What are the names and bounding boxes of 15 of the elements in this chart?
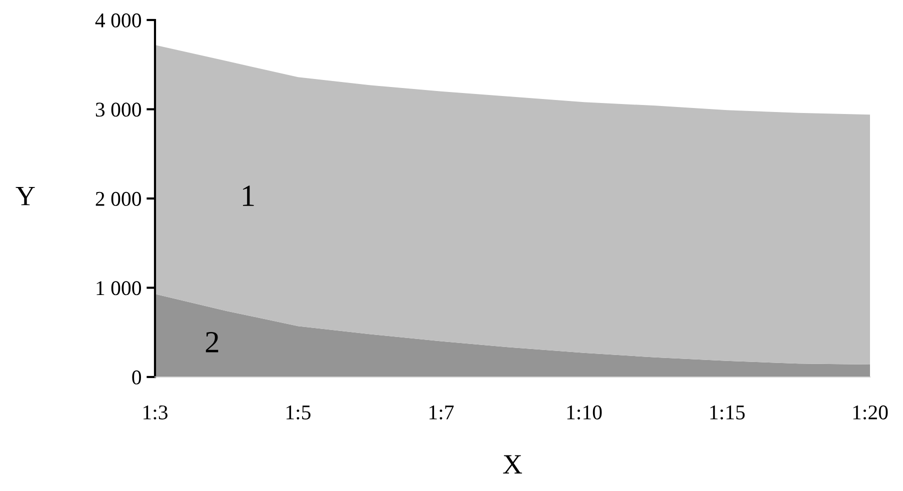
y-tick-label: 3 000 <box>96 102 142 117</box>
x-tick-label: 1:3 <box>144 405 168 420</box>
annotation: 2 <box>206 332 218 352</box>
x-tick-label: 1:10 <box>567 405 602 420</box>
x-tick-label: 1:7 <box>430 405 454 420</box>
y-axis-title: Y <box>16 186 35 206</box>
y-tick-label: 0 <box>132 370 142 384</box>
y-tick-label: 1 000 <box>96 281 142 296</box>
annotation: 1 <box>243 186 254 206</box>
x-tick-label: 1:15 <box>710 405 745 420</box>
y-tick-label: 2 000 <box>96 192 142 206</box>
x-tick-label: 1:20 <box>853 405 888 420</box>
x-tick-label: 1:5 <box>286 405 310 420</box>
x-axis-title: X <box>503 455 522 474</box>
y-tick-label: 4 000 <box>95 13 142 28</box>
